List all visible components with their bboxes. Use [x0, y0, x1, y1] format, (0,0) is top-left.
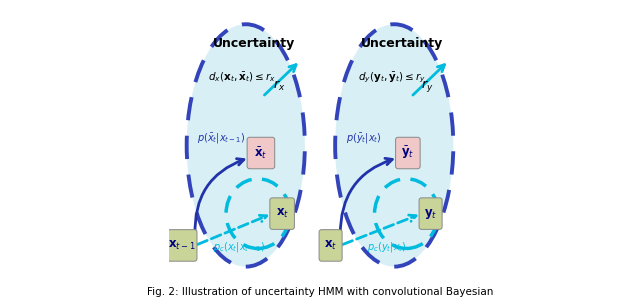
FancyBboxPatch shape	[167, 230, 197, 261]
Text: $r_x$: $r_x$	[273, 79, 285, 93]
Text: $p(\bar{y}_t|x_t)$: $p(\bar{y}_t|x_t)$	[346, 132, 381, 146]
Text: Uncertainty: Uncertainty	[212, 38, 294, 50]
FancyBboxPatch shape	[396, 137, 420, 169]
Text: $d_x(\mathbf{x}_t, \bar{\mathbf{x}}_t) \leq r_x$: $d_x(\mathbf{x}_t, \bar{\mathbf{x}}_t) \…	[208, 70, 276, 84]
Text: $\bar{\mathbf{x}}_t$: $\bar{\mathbf{x}}_t$	[254, 145, 268, 161]
Text: $p_c(y_t|x_t)$: $p_c(y_t|x_t)$	[367, 240, 406, 254]
Text: Fig. 2: Illustration of uncertainty HMM with convolutional Bayesian: Fig. 2: Illustration of uncertainty HMM …	[147, 287, 493, 297]
FancyBboxPatch shape	[270, 198, 294, 229]
Text: $\bar{\mathbf{y}}_t$: $\bar{\mathbf{y}}_t$	[401, 145, 415, 161]
Text: $\mathbf{x}_t$: $\mathbf{x}_t$	[276, 207, 289, 220]
Ellipse shape	[335, 24, 453, 267]
FancyBboxPatch shape	[319, 230, 342, 261]
Text: $\mathbf{y}_t$: $\mathbf{y}_t$	[424, 207, 437, 221]
FancyBboxPatch shape	[419, 198, 442, 229]
Text: $p(\bar{x}_t|x_{t-1})$: $p(\bar{x}_t|x_{t-1})$	[197, 132, 246, 146]
Text: $d_y(\mathbf{y}_t, \bar{\mathbf{y}}_t) \leq r_y$: $d_y(\mathbf{y}_t, \bar{\mathbf{y}}_t) \…	[358, 70, 426, 85]
Ellipse shape	[187, 24, 305, 267]
Text: $r_y$: $r_y$	[421, 78, 434, 94]
Text: $\mathbf{x}_t$: $\mathbf{x}_t$	[324, 239, 337, 252]
Text: $\mathbf{x}_{t-1}$: $\mathbf{x}_{t-1}$	[168, 239, 196, 252]
FancyBboxPatch shape	[247, 137, 275, 169]
Text: Uncertainty: Uncertainty	[361, 38, 443, 50]
Text: $p_c(x_t|x_{t-1})$: $p_c(x_t|x_{t-1})$	[214, 240, 266, 254]
